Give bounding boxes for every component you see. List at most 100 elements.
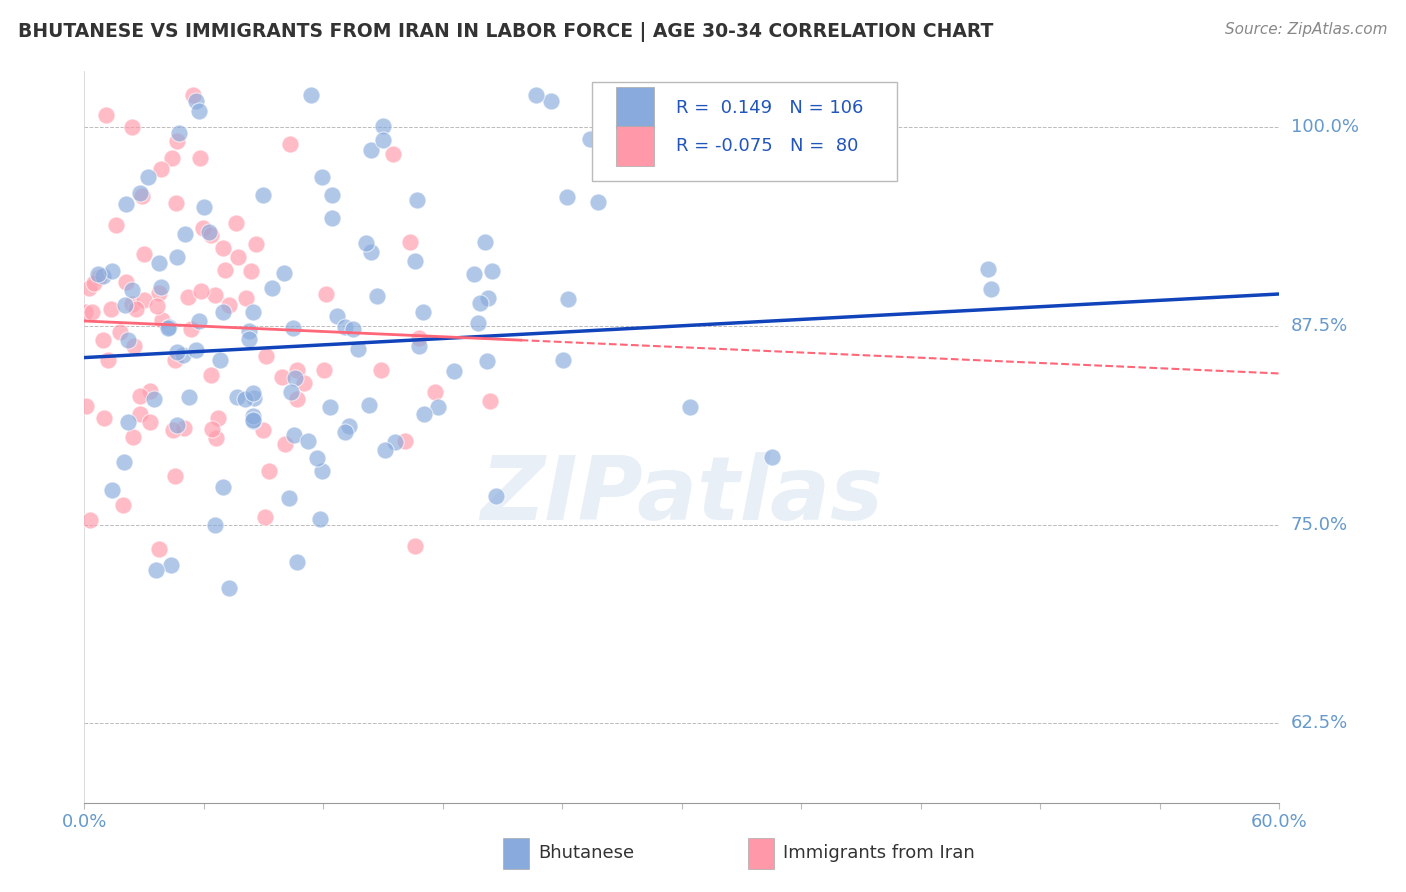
Point xyxy=(238,332,260,346)
Point xyxy=(193,201,215,215)
Point xyxy=(156,321,179,335)
Point xyxy=(477,354,499,368)
Point xyxy=(412,304,434,318)
Point xyxy=(278,136,301,151)
Text: Bhutanese: Bhutanese xyxy=(538,844,634,863)
Point xyxy=(427,400,450,414)
Point xyxy=(404,539,426,553)
Point xyxy=(87,267,110,281)
Point xyxy=(477,292,499,306)
Point xyxy=(253,509,276,524)
Point xyxy=(242,409,264,423)
FancyBboxPatch shape xyxy=(616,87,654,128)
Point xyxy=(94,108,117,122)
Point xyxy=(177,290,200,304)
Point xyxy=(239,264,262,278)
Point xyxy=(114,197,136,211)
Point xyxy=(132,293,155,307)
Point xyxy=(578,132,600,146)
Point xyxy=(191,220,214,235)
Point xyxy=(75,400,97,414)
Text: 87.5%: 87.5% xyxy=(1291,317,1348,334)
Point xyxy=(260,281,283,295)
Point xyxy=(129,186,152,200)
Point xyxy=(980,282,1002,296)
Point xyxy=(977,262,1000,277)
Point xyxy=(315,286,337,301)
Point xyxy=(297,434,319,448)
Point xyxy=(184,94,207,108)
Point xyxy=(484,489,506,503)
Point xyxy=(373,133,395,147)
Text: Immigrants from Iran: Immigrants from Iran xyxy=(783,844,976,863)
Point xyxy=(242,414,264,428)
Point xyxy=(467,316,489,330)
Point xyxy=(204,288,226,302)
Point xyxy=(212,241,235,255)
Point xyxy=(333,425,356,439)
Point xyxy=(228,250,250,264)
Point xyxy=(93,269,115,284)
Point xyxy=(326,309,349,323)
Point xyxy=(342,322,364,336)
Point xyxy=(225,216,247,230)
Point xyxy=(166,417,188,432)
Text: 75.0%: 75.0% xyxy=(1291,516,1348,533)
Point xyxy=(172,348,194,362)
Text: 100.0%: 100.0% xyxy=(1291,118,1358,136)
Point xyxy=(413,408,436,422)
Point xyxy=(117,415,139,429)
Point xyxy=(443,364,465,378)
Point xyxy=(370,363,392,377)
Point xyxy=(321,211,343,225)
Point xyxy=(204,517,226,532)
Point xyxy=(238,325,260,339)
Point xyxy=(360,245,382,260)
Point xyxy=(321,187,343,202)
Point xyxy=(299,88,322,103)
Point xyxy=(314,363,336,377)
Point xyxy=(212,305,235,319)
Point xyxy=(166,345,188,359)
Point xyxy=(186,343,208,357)
Point xyxy=(318,401,340,415)
Text: ZIPatlas: ZIPatlas xyxy=(481,452,883,539)
Point xyxy=(200,228,222,243)
Point xyxy=(146,299,169,313)
Point xyxy=(384,435,406,450)
Point xyxy=(125,302,148,317)
Point xyxy=(166,134,188,148)
Point xyxy=(207,410,229,425)
Point xyxy=(165,195,187,210)
Point xyxy=(254,349,277,363)
Point xyxy=(162,423,184,437)
Point xyxy=(214,263,236,277)
Point xyxy=(200,368,222,382)
Point xyxy=(114,298,136,312)
Point xyxy=(287,392,309,406)
Point xyxy=(83,276,105,290)
Point xyxy=(148,256,170,270)
Point xyxy=(93,411,115,425)
Point xyxy=(406,193,429,207)
Point xyxy=(242,412,264,426)
Point xyxy=(551,352,574,367)
Point xyxy=(121,120,143,134)
Point xyxy=(148,286,170,301)
Point xyxy=(104,218,127,232)
Point xyxy=(87,270,110,285)
Point xyxy=(404,253,426,268)
Point xyxy=(371,120,394,134)
Point xyxy=(211,480,233,494)
Point xyxy=(174,227,197,241)
Point xyxy=(252,188,274,202)
Point xyxy=(188,103,211,118)
Point xyxy=(679,400,702,414)
Point xyxy=(190,285,212,299)
Text: R =  0.149   N = 106: R = 0.149 N = 106 xyxy=(676,99,863,117)
FancyBboxPatch shape xyxy=(616,126,654,167)
Point xyxy=(204,431,226,445)
Point xyxy=(305,450,328,465)
Point xyxy=(218,581,240,595)
Point xyxy=(292,376,315,390)
